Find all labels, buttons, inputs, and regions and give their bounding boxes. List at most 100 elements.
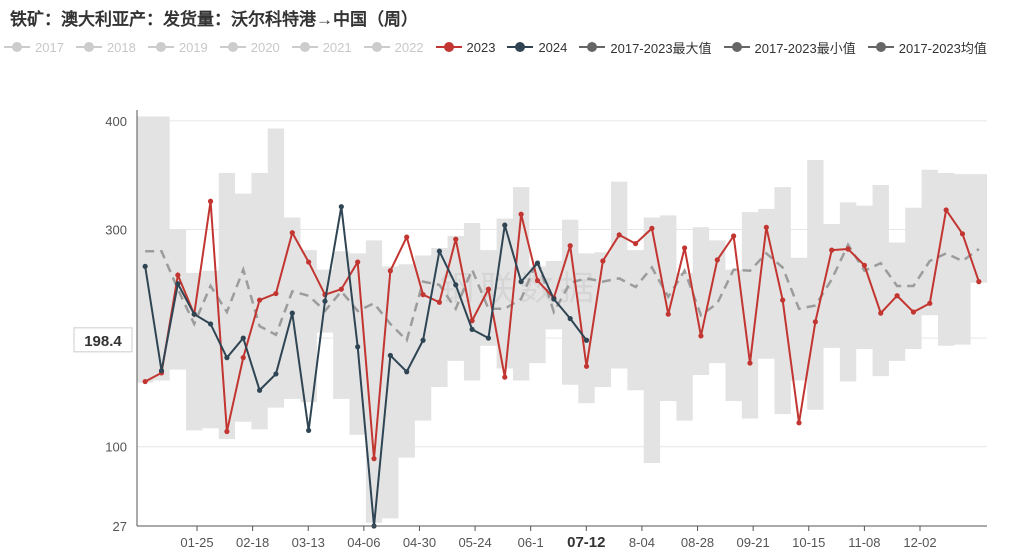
point-2023-40[interactable] [796,420,802,426]
point-2023-13[interactable] [355,259,361,265]
point-2023-6[interactable] [240,355,246,361]
point-2024-2[interactable] [175,281,181,287]
point-2023-20[interactable] [469,318,475,324]
legend-item-10[interactable]: 2017-2023均值 [867,35,987,59]
legend-item-8[interactable]: 2017-2023最大值 [579,35,712,59]
point-2023-17[interactable] [420,292,426,298]
point-2024-17[interactable] [420,337,426,343]
point-2023-22[interactable] [502,374,508,380]
axis-pointer-box [73,327,133,353]
point-2023-45[interactable] [878,310,884,316]
point-2023-42[interactable] [829,247,835,253]
point-2024-8[interactable] [273,371,279,377]
legend-item-0[interactable]: 2017 [4,35,64,59]
point-2023-43[interactable] [845,246,851,252]
point-2023-12[interactable] [338,286,344,292]
legend-item-3[interactable]: 2020 [219,35,280,59]
point-2023-10[interactable] [306,259,312,265]
point-2024-21[interactable] [485,335,492,341]
legend-item-9[interactable]: 2017-2023最小值 [723,35,856,59]
x-tick-label: 08-28 [681,535,714,550]
point-2023-2[interactable] [175,272,181,278]
point-2023-34[interactable] [698,333,704,339]
point-2023-48[interactable] [927,300,933,306]
point-2023-37[interactable] [747,360,753,366]
point-2024-13[interactable] [355,344,361,350]
point-2023-49[interactable] [943,207,949,213]
axis-pointer-value: 198.4 [84,333,122,350]
point-2023-4[interactable] [207,198,214,204]
point-2024-5[interactable] [224,355,230,361]
point-2024-26[interactable] [567,315,573,322]
point-2024-24[interactable] [534,260,541,266]
x-tick-label: 04-06 [347,535,380,550]
point-2024-6[interactable] [240,335,246,341]
point-2023-5[interactable] [224,428,230,435]
point-2023-18[interactable] [436,299,443,305]
point-2023-7[interactable] [256,297,263,303]
point-2023-15[interactable] [387,268,393,274]
point-2024-11[interactable] [322,298,328,304]
point-2023-16[interactable] [404,234,410,240]
point-2023-23[interactable] [518,211,524,217]
legend-label: 2017-2023最小值 [754,40,856,56]
point-2024-20[interactable] [469,326,475,333]
legend-swatch-icon [363,42,390,52]
point-2023-47[interactable] [910,309,917,315]
x-tick-label: 07-12 [567,534,605,551]
legend-swatch-icon [867,42,894,52]
point-2024-23[interactable] [518,279,524,285]
point-2023-39[interactable] [780,297,786,303]
point-2023-35[interactable] [714,257,720,263]
point-2024-15[interactable] [387,352,393,359]
x-tick-label: 10-15 [792,535,825,550]
legend-item-6[interactable]: 2023 [435,35,495,59]
point-2024-1[interactable] [158,368,165,374]
point-2024-22[interactable] [502,222,508,228]
point-2024-25[interactable] [551,296,557,302]
x-tick-label: 02-18 [236,535,269,550]
point-2023-50[interactable] [959,231,966,237]
point-2024-4[interactable] [207,321,214,327]
point-2024-3[interactable] [191,311,197,317]
legend-item-4[interactable]: 2021 [291,35,352,59]
point-2023-28[interactable] [600,258,606,264]
point-2023-8[interactable] [273,290,279,297]
point-2023-19[interactable] [453,236,459,242]
point-2023-24[interactable] [534,277,541,284]
x-tick-label: 12-02 [903,535,936,550]
point-2023-27[interactable] [583,363,590,369]
point-2023-14[interactable] [371,456,377,462]
point-2023-46[interactable] [894,293,900,299]
point-2024-12[interactable] [338,204,344,210]
point-2023-33[interactable] [681,245,688,251]
point-2024-0[interactable] [142,263,148,270]
legend-item-5[interactable]: 2022 [363,35,424,59]
point-2024-19[interactable] [453,282,459,288]
point-2023-0[interactable] [142,378,148,385]
y-tick-label: 27 [113,519,127,534]
point-2024-27[interactable] [583,337,590,343]
point-2023-29[interactable] [616,232,622,238]
point-2023-9[interactable] [289,230,295,236]
point-2023-36[interactable] [731,233,737,239]
point-2023-41[interactable] [812,319,818,325]
point-2024-16[interactable] [404,369,410,375]
legend-item-7[interactable]: 2024 [507,35,567,59]
point-2023-30[interactable] [632,240,639,247]
point-2023-51[interactable] [976,279,982,285]
point-2023-44[interactable] [861,262,868,268]
series-lines [142,198,982,529]
point-2023-26[interactable] [567,243,573,249]
legend-item-1[interactable]: 2018 [75,35,136,59]
point-2023-21[interactable] [485,286,492,292]
point-2024-18[interactable] [436,248,443,254]
point-2023-38[interactable] [763,224,769,230]
point-2024-10[interactable] [306,427,312,434]
point-2023-32[interactable] [665,311,671,317]
point-2024-7[interactable] [256,387,263,393]
legend-item-2[interactable]: 2019 [147,35,208,59]
point-2023-31[interactable] [649,225,655,231]
legend-label: 2017 [35,39,64,55]
point-2024-9[interactable] [289,310,295,316]
